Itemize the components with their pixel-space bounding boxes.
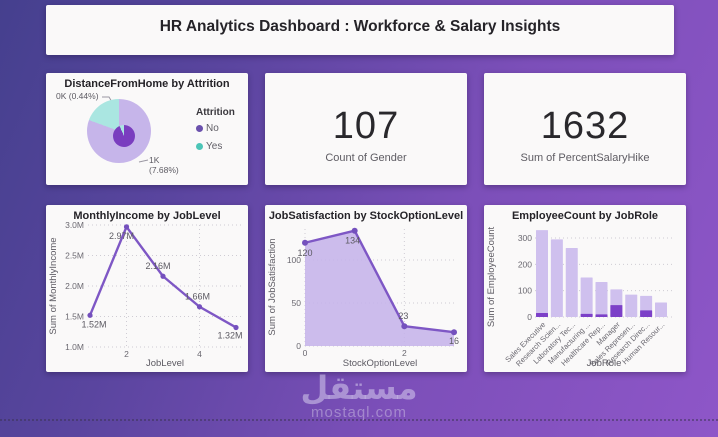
y-tick-label: 300 [518, 233, 532, 243]
data-label: 2.97M [109, 231, 134, 241]
bar-highlight[interactable] [640, 310, 653, 317]
data-point[interactable] [451, 329, 458, 336]
kpi-value: 107 [332, 104, 400, 147]
y-tick-label: 100 [287, 255, 301, 265]
watermark-dotted-line [0, 419, 718, 421]
visual-area-jobsatisfaction-by-stockoptionlevel[interactable]: JobSatisfaction by StockOptionLevel 0 50 1… [265, 205, 467, 372]
pie-inner-circle[interactable] [113, 125, 135, 147]
bar-highlight[interactable] [580, 313, 593, 317]
bar-highlight[interactable] [536, 313, 548, 317]
visual-pie-distancefromhome-by-attrition[interactable]: DistanceFromHome by Attrition 0K (0.44%)… [46, 73, 248, 185]
pie-chart[interactable] [87, 99, 151, 163]
bar-highlight[interactable] [595, 314, 608, 317]
data-label: 1.32M [217, 330, 242, 340]
y-tick-label: 0 [527, 312, 532, 322]
data-point[interactable] [87, 312, 93, 318]
x-tick-label: 4 [197, 349, 202, 359]
area-fill[interactable] [305, 230, 455, 346]
y-tick-label: 0 [296, 341, 301, 351]
data-point[interactable] [123, 224, 130, 230]
x-axis-title: StockOptionLevel [343, 358, 417, 369]
data-label: 1.52M [81, 319, 106, 329]
line-chart-title: MonthlyIncome by JobLevel [73, 210, 221, 222]
data-point[interactable] [160, 273, 166, 279]
y-axis-title: Sum of MonthlyIncome [48, 237, 59, 334]
data-point[interactable] [196, 304, 203, 310]
y-axis-title: Sum of JobSatisfaction [267, 238, 278, 335]
y-axis-title: Sum of EmployeeCount [486, 226, 497, 327]
bar[interactable] [565, 248, 578, 317]
x-tick-label: 2 [124, 349, 129, 359]
kpi-sum-of-percentsalaryhike[interactable]: 1632 Sum of PercentSalaryHike [484, 73, 686, 185]
pie-legend: Attrition No Yes [196, 107, 235, 159]
data-label: 1.66M [185, 292, 210, 302]
bar[interactable] [550, 239, 563, 317]
dashboard-title-bar: HR Analytics Dashboard : Workforce & Sal… [46, 5, 674, 55]
legend-item-yes[interactable]: Yes [196, 141, 235, 152]
data-label: 23 [398, 311, 408, 321]
y-tick-label: 200 [518, 259, 532, 269]
data-point[interactable] [302, 239, 308, 246]
data-label: 120 [297, 248, 312, 258]
data-label: 16 [449, 336, 459, 346]
data-point[interactable] [233, 324, 239, 331]
y-tick-label: 3.0M [65, 220, 84, 230]
data-point[interactable] [401, 323, 408, 330]
watermark: مستقل mostaql.com [0, 371, 718, 420]
bar-highlight[interactable] [610, 305, 623, 317]
kpi-label: Count of Gender [325, 151, 407, 164]
area-chart-title: JobSatisfaction by StockOptionLevel [268, 210, 464, 222]
bar-chart-title: EmployeeCount by JobRole [511, 210, 659, 222]
data-label: 134 [345, 236, 360, 246]
y-tick-label: 100 [518, 286, 532, 296]
x-axis-title: JobLevel [146, 358, 184, 369]
kpi-label: Sum of PercentSalaryHike [520, 151, 650, 164]
kpi-value: 1632 [540, 104, 630, 147]
data-label: 2.16M [145, 261, 170, 271]
watermark-brand: مستقل [300, 369, 418, 407]
bar[interactable] [595, 281, 608, 317]
x-axis-title: JobRole [587, 358, 622, 369]
x-tick-label: 2 [402, 348, 407, 358]
y-tick-label: 1.5M [65, 312, 84, 322]
y-tick-label: 2.0M [65, 281, 84, 291]
watermark-domain: mostaql.com [310, 404, 408, 421]
bar[interactable] [655, 302, 667, 317]
y-tick-label: 2.5M [65, 251, 84, 261]
pie-chart-title: DistanceFromHome by Attrition [64, 78, 230, 90]
y-tick-label: 1.0M [65, 342, 84, 352]
line-chart[interactable]: 1.0M 1.5M 2.0M 2.5M 3.0M 2 4 1.52M 2.97M 2.16M 1.6… [46, 205, 248, 372]
visual-bar-employeecount-by-jobrole[interactable]: EmployeeCount by JobRole 0 100 200 300 Sales… [484, 205, 686, 372]
area-series[interactable] [304, 229, 455, 334]
y-tick-label: 50 [292, 298, 302, 308]
kpi-count-of-gender[interactable]: 107 Count of Gender [265, 73, 467, 185]
pie-callout-1k: 1K (7.68%) [149, 155, 179, 175]
legend-item-no[interactable]: No [196, 123, 235, 134]
area-chart[interactable]: 0 50 100 0 2 120 134 23 16 StockOptionLevel Sum of… [265, 205, 467, 372]
x-tick-label: 0 [303, 348, 308, 358]
visual-line-monthlyincome-by-joblevel[interactable]: MonthlyIncome by JobLevel 1.0M 1.5M 2.0M 2.… [46, 205, 248, 372]
bar[interactable] [580, 277, 593, 318]
bar[interactable] [536, 230, 548, 317]
pie-callout-0k: 0K (0.44%) [56, 91, 99, 101]
legend-title: Attrition [196, 107, 235, 118]
bar[interactable] [625, 294, 638, 317]
legend-dot-no [196, 125, 203, 132]
legend-dot-yes [196, 143, 203, 150]
page-title: HR Analytics Dashboard : Workforce & Sal… [159, 18, 561, 35]
data-point[interactable] [351, 227, 358, 234]
